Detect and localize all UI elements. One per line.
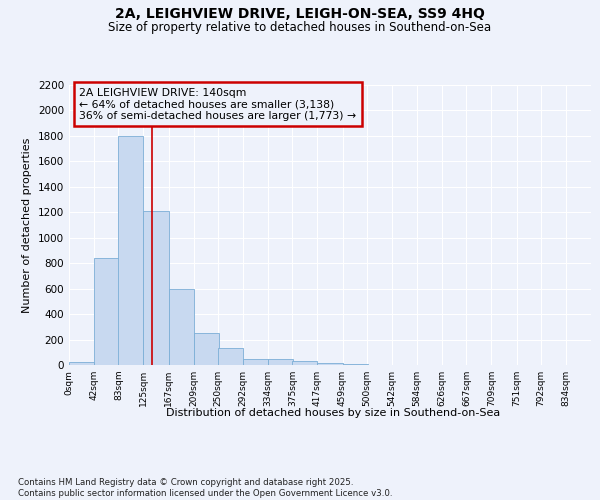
Bar [317, 362, 343, 365]
Text: 2A, LEIGHVIEW DRIVE, LEIGH-ON-SEA, SS9 4HQ: 2A, LEIGHVIEW DRIVE, LEIGH-ON-SEA, SS9 4… [115, 8, 485, 22]
Bar [243, 359, 268, 365]
Text: Size of property relative to detached houses in Southend-on-Sea: Size of property relative to detached ho… [109, 21, 491, 34]
Bar [118, 136, 143, 365]
Bar [69, 362, 94, 365]
Text: 2A LEIGHVIEW DRIVE: 140sqm
← 64% of detached houses are smaller (3,138)
36% of s: 2A LEIGHVIEW DRIVE: 140sqm ← 64% of deta… [79, 88, 356, 121]
Bar [268, 360, 293, 365]
Bar [218, 348, 243, 365]
Bar [143, 211, 169, 365]
Bar [194, 332, 218, 365]
Bar [94, 258, 119, 365]
Bar [169, 288, 194, 365]
Bar [292, 361, 317, 365]
Text: Distribution of detached houses by size in Southend-on-Sea: Distribution of detached houses by size … [166, 408, 500, 418]
Text: Contains HM Land Registry data © Crown copyright and database right 2025.
Contai: Contains HM Land Registry data © Crown c… [18, 478, 392, 498]
Y-axis label: Number of detached properties: Number of detached properties [22, 138, 32, 312]
Bar [343, 364, 368, 365]
